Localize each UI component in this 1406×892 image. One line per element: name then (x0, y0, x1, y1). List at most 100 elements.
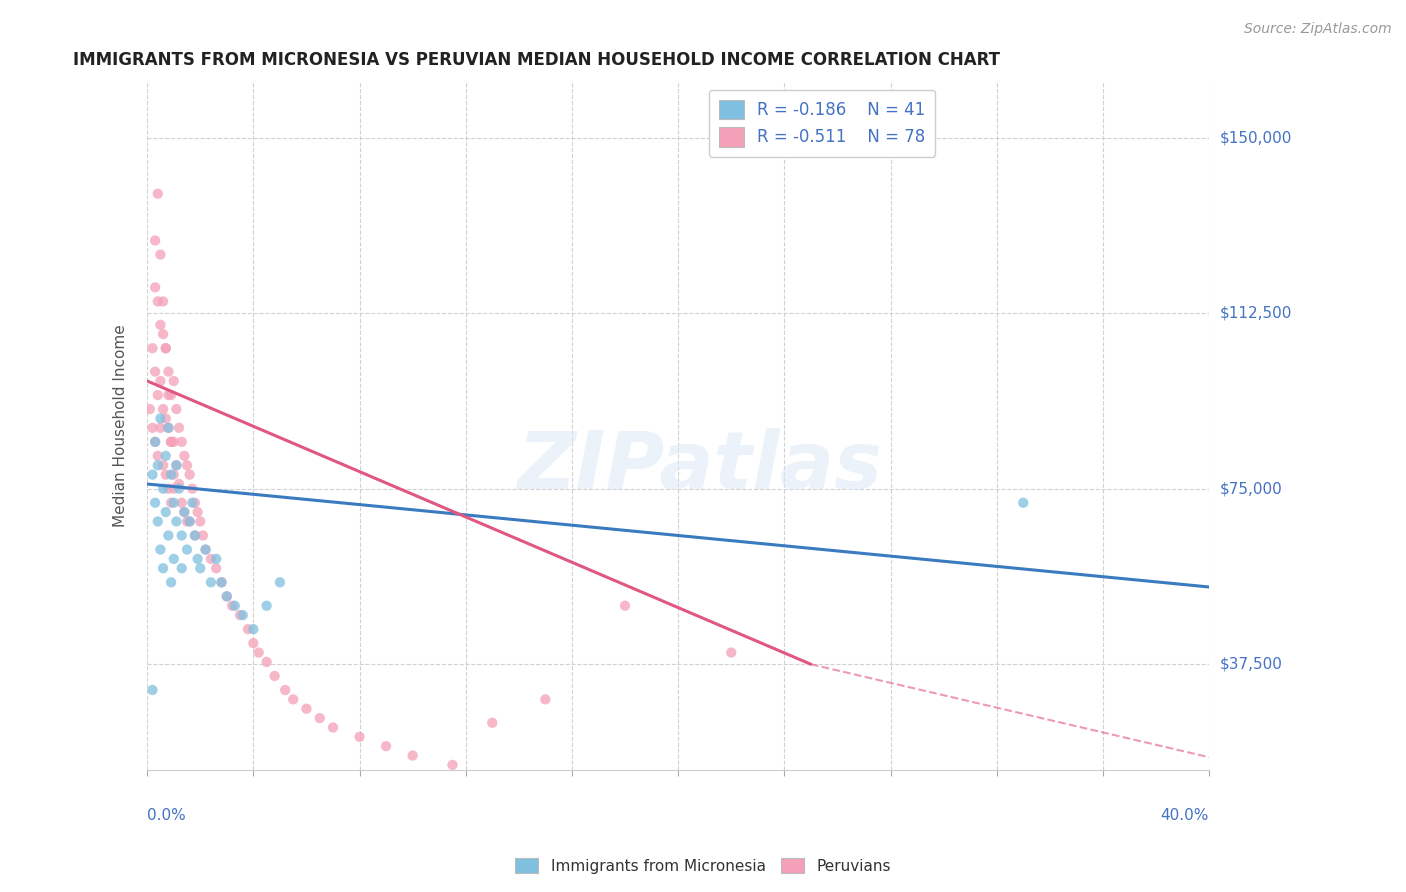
Legend: R = -0.186    N = 41, R = -0.511    N = 78: R = -0.186 N = 41, R = -0.511 N = 78 (709, 90, 935, 156)
Point (160, 467, 183, 482)
Point (157, 388, 180, 402)
Point (141, 421, 163, 435)
Point (163, 552, 186, 566)
Point (308, 711, 330, 725)
Point (614, 599, 637, 613)
Point (155, 411, 177, 425)
Point (155, 505, 177, 519)
Point (176, 515, 198, 529)
Point (152, 458, 174, 473)
Point (141, 467, 163, 482)
Point (200, 575, 222, 590)
Point (163, 434, 186, 449)
Point (146, 186, 169, 201)
Text: $37,500: $37,500 (1220, 657, 1284, 672)
Point (221, 599, 243, 613)
Point (152, 294, 174, 309)
Point (163, 496, 186, 510)
Text: ZIPatlas: ZIPatlas (517, 428, 882, 506)
Point (188, 515, 211, 529)
Point (184, 528, 207, 542)
Point (200, 552, 222, 566)
Point (152, 561, 174, 575)
Point (481, 715, 503, 730)
Point (155, 341, 177, 355)
Y-axis label: Median Household Income: Median Household Income (114, 324, 128, 527)
Text: 40.0%: 40.0% (1161, 808, 1209, 823)
Point (242, 636, 264, 650)
Text: $150,000: $150,000 (1220, 130, 1292, 145)
Point (211, 575, 233, 590)
Point (184, 496, 207, 510)
Point (170, 434, 193, 449)
Point (191, 528, 214, 542)
Point (215, 590, 238, 604)
Point (167, 477, 190, 491)
Point (152, 482, 174, 496)
Point (157, 482, 180, 496)
Point (157, 421, 180, 435)
Point (149, 411, 172, 425)
Point (157, 528, 180, 542)
Text: IMMIGRANTS FROM MICRONESIA VS PERUVIAN MEDIAN HOUSEHOLD INCOME CORRELATION CHART: IMMIGRANTS FROM MICRONESIA VS PERUVIAN M… (73, 51, 1000, 69)
Point (149, 247, 172, 261)
Point (181, 482, 204, 496)
Point (173, 505, 195, 519)
Point (176, 542, 198, 557)
Point (141, 683, 163, 698)
Point (155, 341, 177, 355)
Text: $112,500: $112,500 (1220, 306, 1292, 320)
Point (322, 721, 344, 735)
Point (149, 318, 172, 332)
Point (269, 575, 291, 590)
Point (229, 608, 252, 623)
Point (194, 542, 217, 557)
Point (152, 402, 174, 417)
Point (149, 421, 172, 435)
Point (181, 496, 204, 510)
Point (173, 449, 195, 463)
Point (170, 528, 193, 542)
Point (184, 528, 207, 542)
Text: Source: ZipAtlas.com: Source: ZipAtlas.com (1244, 22, 1392, 37)
Point (146, 458, 169, 473)
Point (163, 482, 186, 496)
Point (247, 646, 270, 660)
Point (188, 561, 211, 575)
Point (170, 496, 193, 510)
Point (152, 327, 174, 342)
Point (179, 515, 201, 529)
Point (139, 402, 162, 417)
Point (160, 434, 183, 449)
Point (179, 515, 201, 529)
Point (146, 388, 169, 402)
Point (149, 374, 172, 388)
Point (224, 599, 246, 613)
Point (263, 669, 285, 683)
Point (256, 655, 278, 669)
Point (274, 683, 297, 698)
Point (173, 505, 195, 519)
Point (187, 552, 209, 566)
Point (163, 467, 186, 482)
Point (441, 758, 464, 772)
Point (146, 294, 169, 309)
Text: 0.0%: 0.0% (148, 808, 186, 823)
Point (143, 434, 166, 449)
Legend: Immigrants from Micronesia, Peruvians: Immigrants from Micronesia, Peruvians (509, 852, 897, 880)
Point (165, 402, 187, 417)
Point (375, 739, 398, 754)
Point (163, 374, 186, 388)
Text: $75,000: $75,000 (1220, 481, 1282, 496)
Point (160, 496, 183, 510)
Point (534, 692, 557, 706)
Point (232, 608, 254, 623)
Point (176, 458, 198, 473)
Point (236, 622, 259, 636)
Point (1012, 496, 1035, 510)
Point (215, 590, 238, 604)
Point (170, 561, 193, 575)
Point (160, 388, 183, 402)
Point (256, 599, 278, 613)
Point (155, 467, 177, 482)
